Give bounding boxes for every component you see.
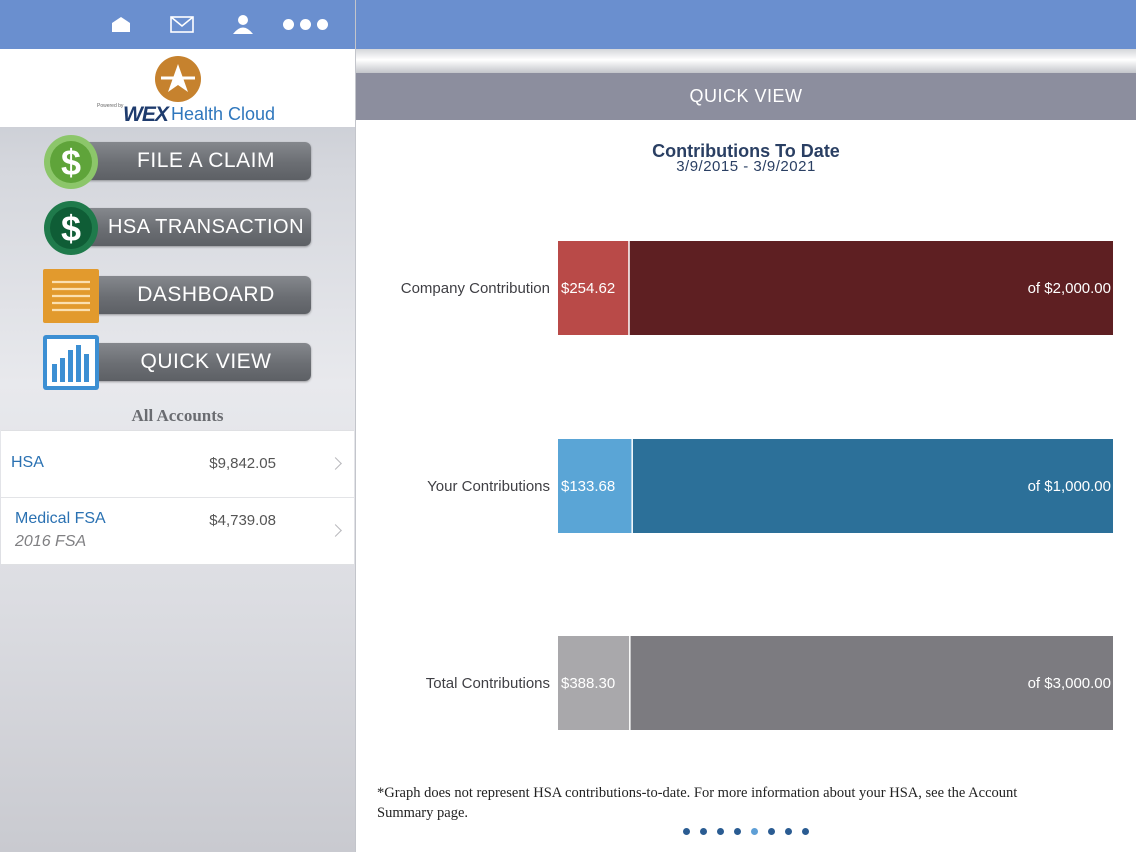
accounts-title: All Accounts xyxy=(131,406,224,425)
account-subtitle: 2016 FSA xyxy=(15,533,87,550)
home-icon[interactable] xyxy=(109,13,133,35)
contributed-bar-total-contributions xyxy=(558,636,630,730)
main-panel: QUICK VIEW Contributions To Date 3/9/201… xyxy=(356,0,1136,852)
limit-label-your-contributions: of $1,000.00 xyxy=(1028,478,1111,495)
account-amount: $9,842.05 xyxy=(209,455,276,472)
hsa-transaction-label: HSA TRANSACTION xyxy=(107,216,305,238)
logo xyxy=(0,49,355,127)
page-dot[interactable] xyxy=(768,828,775,835)
category-label-total-contributions: Total Contributions xyxy=(426,675,550,692)
file-a-claim-button[interactable]: FILE A CLAIM xyxy=(65,142,311,180)
account-amount: $4,739.08 xyxy=(209,512,276,529)
profile-icon[interactable] xyxy=(231,13,255,35)
chart-footnote: *Graph does not represent HSA contributi… xyxy=(377,785,1018,821)
account-name: HSA xyxy=(11,454,44,471)
svg-text:$: $ xyxy=(61,208,81,249)
limit-bar-your-contributions xyxy=(558,439,1113,533)
logo-powered-by: Powered by xyxy=(97,103,124,109)
account-row-medical-fsa[interactable]: Medical FSA 2016 FSA $4,739.08 xyxy=(1,498,354,564)
page-dot[interactable] xyxy=(700,828,707,835)
contributed-bar-your-contributions xyxy=(558,439,633,533)
logo-brand: WEX xyxy=(123,103,169,126)
dollar-dark-green-icon: $ xyxy=(42,199,100,262)
accounts-list: HSA $9,842.05 Medical FSA 2016 FSA $4,73… xyxy=(1,430,354,565)
page-dot[interactable] xyxy=(717,828,724,835)
main-header-strip xyxy=(356,49,1136,73)
chevron-right-icon xyxy=(329,524,342,537)
page-dot[interactable] xyxy=(683,828,690,835)
value-label-your-contributions: $133.68 xyxy=(561,478,615,495)
page-dot[interactable] xyxy=(802,828,809,835)
dashboard-button[interactable]: DASHBOARD xyxy=(65,276,311,314)
account-row-hsa[interactable]: HSA $9,842.05 xyxy=(1,431,354,498)
file-a-claim-label: FILE A CLAIM xyxy=(137,149,275,172)
contributed-bar-company-contribution xyxy=(558,241,629,335)
mail-icon[interactable] xyxy=(170,13,194,35)
bar-chart-icon xyxy=(42,334,100,396)
more-dots-icon[interactable] xyxy=(283,13,343,35)
quick-view-label: QUICK VIEW xyxy=(140,350,272,373)
chart-title: Contributions To Date xyxy=(652,141,840,161)
limit-bar-company-contribution xyxy=(558,241,1113,335)
sidebar: Powered by WEX Health Cloud FILE A CLAIM… xyxy=(0,0,356,852)
receipt-icon xyxy=(42,268,100,329)
value-label-company-contribution: $254.62 xyxy=(561,280,615,297)
page-dot[interactable] xyxy=(785,828,792,835)
page-dot[interactable] xyxy=(734,828,741,835)
account-name: Medical FSA xyxy=(15,510,106,527)
logo-emblem-icon xyxy=(155,56,201,102)
main-topbar xyxy=(356,0,1136,49)
dashboard-label: DASHBOARD xyxy=(137,283,275,306)
category-label-your-contributions: Your Contributions xyxy=(427,478,550,495)
chevron-right-icon xyxy=(329,457,342,470)
sidebar-topbar xyxy=(0,0,355,49)
category-label-company-contribution: Company Contribution xyxy=(401,280,550,297)
limit-label-total-contributions: of $3,000.00 xyxy=(1028,675,1111,692)
page-title: QUICK VIEW xyxy=(356,73,1136,120)
dollar-light-green-icon: $ xyxy=(42,133,100,196)
limit-bar-total-contributions xyxy=(558,636,1113,730)
value-label-total-contributions: $388.30 xyxy=(561,675,615,692)
chart-subtitle: 3/9/2015 - 3/9/2021 xyxy=(676,158,816,175)
limit-label-company-contribution: of $2,000.00 xyxy=(1028,280,1111,297)
quick-view-button[interactable]: QUICK VIEW xyxy=(65,343,311,381)
hsa-transaction-button[interactable]: HSA TRANSACTION xyxy=(65,208,311,246)
contributions-chart: Company Contribution $254.62 of $2,000.00 Y… xyxy=(401,241,1113,730)
logo-product: Health Cloud xyxy=(171,104,276,124)
page-dot[interactable] xyxy=(751,828,758,835)
page-indicator xyxy=(356,822,1136,840)
svg-text:$: $ xyxy=(61,142,81,183)
